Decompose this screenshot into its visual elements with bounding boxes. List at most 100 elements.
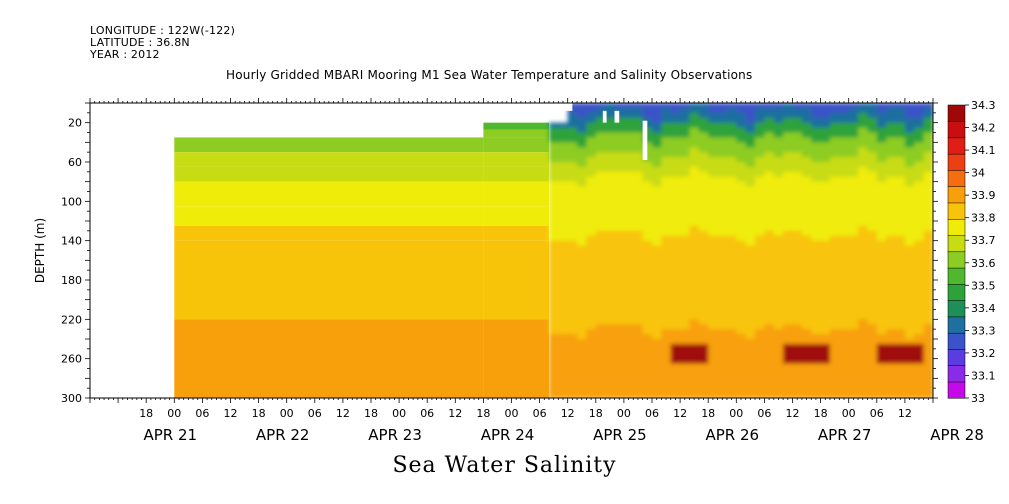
missing-data xyxy=(614,110,620,123)
x-tick-label: 12 xyxy=(786,407,800,420)
early-band xyxy=(483,339,549,398)
y-tick-label: 140 xyxy=(61,235,82,248)
x-date-label: APR 22 xyxy=(256,426,310,444)
x-tick-label: 12 xyxy=(448,407,462,420)
y-tick-label: 260 xyxy=(61,353,82,366)
x-date-label: APR 28 xyxy=(930,426,984,444)
early-band xyxy=(174,181,484,207)
x-tick-label: 00 xyxy=(392,407,406,420)
y-tick-label: 300 xyxy=(61,392,82,405)
colorbar-swatch xyxy=(947,267,966,285)
x-tick-label: 12 xyxy=(898,407,912,420)
early-band xyxy=(174,137,484,153)
colorbar-swatch xyxy=(947,365,966,383)
early-band xyxy=(483,181,549,207)
missing-data xyxy=(558,103,573,111)
colorbar-swatch xyxy=(947,186,966,204)
salinity-field xyxy=(174,103,933,398)
x-tick-label: 06 xyxy=(195,407,209,420)
x-tick-label: 18 xyxy=(364,407,378,420)
early-band xyxy=(174,339,484,398)
x-tick-label: 00 xyxy=(280,407,294,420)
y-tick-label: 220 xyxy=(61,313,82,326)
colorbar-swatch xyxy=(947,348,966,366)
colorbar-swatch xyxy=(947,300,966,318)
missing-data xyxy=(551,103,556,111)
axes: 18 00 06 12 18 00 06 12 18 00 06 12 18 00 06 12 18 00 06 12… xyxy=(33,98,984,444)
x-date-label: APR 23 xyxy=(368,426,422,444)
early-band xyxy=(483,137,549,153)
x-tick-label: 00 xyxy=(729,407,743,420)
early-band xyxy=(483,206,549,226)
y-axis-label: DEPTH (m) xyxy=(33,218,47,283)
x-tick-label: 12 xyxy=(561,407,575,420)
x-tick-label: 06 xyxy=(533,407,547,420)
colorbar-swatch xyxy=(947,234,966,253)
x-tick-label: 18 xyxy=(701,407,715,420)
colorbar-swatch xyxy=(947,316,966,334)
colorbar-label: 33.3 xyxy=(971,324,996,337)
colorbar-swatch xyxy=(947,332,966,350)
chart-title: Hourly Gridded MBARI Mooring M1 Sea Wate… xyxy=(226,68,753,82)
x-tick-label: 18 xyxy=(589,407,603,420)
colorbar-swatch xyxy=(947,202,966,220)
x-tick-label: 06 xyxy=(420,407,434,420)
colorbar-swatch xyxy=(947,153,966,171)
x-tick-label: 00 xyxy=(842,407,856,420)
colorbar-label: 33.9 xyxy=(971,189,996,202)
colorbar-swatch xyxy=(947,169,966,187)
x-tick-label: 00 xyxy=(167,407,181,420)
latitude-label: LATITUDE : 36.8N xyxy=(90,36,190,49)
colorbar: 33 33.1 33.2 33.3 33.4 33.5 33.6 33.7 33.8 33.9 34… xyxy=(947,99,996,405)
colorbar-swatch xyxy=(947,381,966,399)
year-label: YEAR : 2012 xyxy=(90,48,160,61)
x-tick-label: 06 xyxy=(870,407,884,420)
colorbar-label: 33.8 xyxy=(971,212,996,225)
x-tick-label: 00 xyxy=(617,407,631,420)
x-tick-label: 18 xyxy=(252,407,266,420)
colorbar-label: 33 xyxy=(971,392,985,405)
early-band xyxy=(174,240,484,320)
colorbar-label: 33.6 xyxy=(971,257,996,270)
x-tick-label: 06 xyxy=(757,407,771,420)
x-tick-label: 12 xyxy=(673,407,687,420)
x-tick-label: 18 xyxy=(476,407,490,420)
x-date-label: APR 24 xyxy=(481,426,535,444)
colorbar-swatch xyxy=(947,218,966,236)
early-band xyxy=(174,166,484,182)
x-tick-label: 06 xyxy=(308,407,322,420)
x-date-label: APR 26 xyxy=(706,426,760,444)
colorbar-swatch xyxy=(947,283,966,301)
missing-data xyxy=(642,120,648,161)
step-band xyxy=(483,129,549,138)
colorbar-label: 33.5 xyxy=(971,279,996,292)
x-date-label: APR 25 xyxy=(593,426,647,444)
early-band xyxy=(483,240,549,320)
late-field xyxy=(548,103,933,398)
x-date-label: APR 21 xyxy=(144,426,198,444)
y-tick-label: 180 xyxy=(61,274,82,287)
colorbar-label: 33.4 xyxy=(971,302,996,315)
colorbar-swatch xyxy=(947,121,966,139)
bottom-title: Sea Water Salinity xyxy=(392,453,617,478)
y-tick-label: 100 xyxy=(61,195,82,208)
y-tick-label: 20 xyxy=(68,117,82,130)
x-tick-label: 12 xyxy=(224,407,238,420)
early-band xyxy=(483,166,549,182)
colorbar-swatch xyxy=(947,137,966,155)
colorbar-label: 34.1 xyxy=(971,144,996,157)
step-band xyxy=(483,122,549,130)
early-band xyxy=(483,225,549,241)
colorbar-label: 33.2 xyxy=(971,347,996,360)
y-tick-label: 60 xyxy=(68,156,82,169)
colorbar-label: 33.1 xyxy=(971,369,996,382)
colorbar-label: 34.2 xyxy=(971,122,996,135)
colorbar-label: 34 xyxy=(971,167,985,180)
x-tick-label: 18 xyxy=(814,407,828,420)
longitude-label: LONGITUDE : 122W(-122) xyxy=(90,24,236,37)
x-tick-label: 18 xyxy=(139,407,153,420)
colorbar-label: 33.7 xyxy=(971,234,996,247)
missing-data xyxy=(602,110,607,123)
early-band xyxy=(174,152,484,167)
